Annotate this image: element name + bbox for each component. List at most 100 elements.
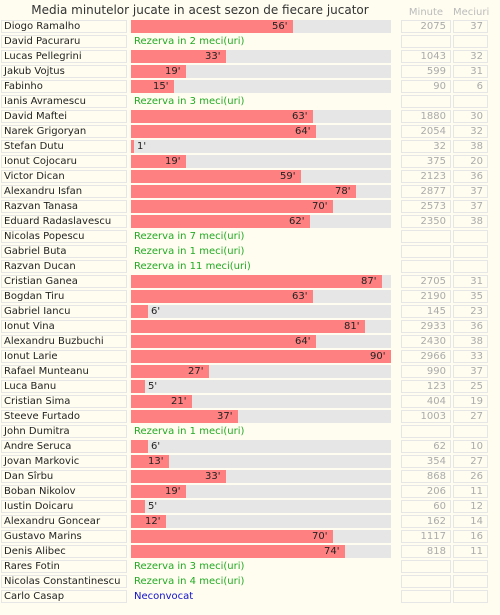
player-name: Denis Alibec	[1, 545, 127, 558]
avg-minutes-bar	[131, 215, 310, 228]
matches-cell	[453, 590, 488, 603]
minutes-cell	[401, 425, 451, 438]
bar-value-label: 62'	[289, 216, 305, 227]
matches-cell	[453, 425, 488, 438]
table-row: Luca Banu 123 25 5'	[0, 379, 500, 394]
matches-cell	[453, 95, 488, 108]
bar-track: 19'	[131, 155, 391, 168]
bar-value-label: 56'	[272, 21, 288, 32]
table-row: Gabriel Iancu 145 23 6'	[0, 304, 500, 319]
player-name: Alexandru Isfan	[1, 185, 127, 198]
bar-value-label: 63'	[292, 291, 308, 302]
player-name: Narek Grigoryan	[1, 125, 127, 138]
bar-value-label: 21'	[171, 396, 187, 407]
table-row: Andre Seruca 62 10 6'	[0, 439, 500, 454]
matches-cell: 31	[453, 275, 488, 288]
matches-cell	[453, 260, 488, 273]
avg-minutes-bar	[131, 410, 238, 423]
matches-cell: 23	[453, 305, 488, 318]
minutes-cell	[401, 95, 451, 108]
avg-minutes-bar	[131, 50, 226, 63]
matches-cell: 32	[453, 50, 488, 63]
minutes-cell: 375	[401, 155, 451, 168]
avg-minutes-bar	[131, 350, 391, 363]
matches-cell: 37	[453, 185, 488, 198]
bar-value-label: 37'	[217, 411, 233, 422]
bar-value-label: 87'	[361, 276, 377, 287]
bar-track: 59'	[131, 170, 391, 183]
player-name: Lucas Pellegrini	[1, 50, 127, 63]
matches-cell: 10	[453, 440, 488, 453]
bar-value-label: 81'	[344, 321, 360, 332]
player-name: Diogo Ramalho	[1, 20, 127, 33]
minutes-cell: 1880	[401, 110, 451, 123]
player-name: Gabriel Buta	[1, 245, 127, 258]
player-name: Carlo Casap	[1, 590, 127, 603]
table-row: Ionut Larie 2966 33 90'	[0, 349, 500, 364]
avg-minutes-bar	[131, 275, 382, 288]
player-name: Alexandru Buzbuchi	[1, 335, 127, 348]
table-row: Jakub Vojtus 599 31 19'	[0, 64, 500, 79]
bar-value-label: 27'	[188, 366, 204, 377]
minutes-cell: 2933	[401, 320, 451, 333]
matches-cell: 32	[453, 125, 488, 138]
minutes-cell	[401, 35, 451, 48]
avg-minutes-bar	[131, 515, 166, 528]
matches-cell	[453, 575, 488, 588]
matches-cell: 27	[453, 410, 488, 423]
minutes-cell: 2966	[401, 350, 451, 363]
bar-value-label: 13'	[148, 456, 164, 467]
table-row: David Pacuraru Rezerva in 2 meci(uri)	[0, 34, 500, 49]
bar-track: 87'	[131, 275, 391, 288]
matches-cell: 35	[453, 290, 488, 303]
bar-track: 56'	[131, 20, 391, 33]
bar-value-label: 63'	[292, 111, 308, 122]
table-row: Narek Grigoryan 2054 32 64'	[0, 124, 500, 139]
minutes-cell: 2054	[401, 125, 451, 138]
bar-value-label: 6'	[151, 441, 161, 452]
matches-cell: 16	[453, 530, 488, 543]
minutes-cell: 1043	[401, 50, 451, 63]
bar-track: Rezerva in 7 meci(uri)	[131, 230, 391, 243]
table-row: John Dumitra Rezerva in 1 meci(uri)	[0, 424, 500, 439]
bar-track: 33'	[131, 50, 391, 63]
player-name: Boban Nikolov	[1, 485, 127, 498]
bar-value-label: 70'	[312, 201, 328, 212]
player-name: Bogdan Tiru	[1, 290, 127, 303]
bar-track: 70'	[131, 530, 391, 543]
avg-minutes-bar	[131, 440, 148, 453]
minutes-cell: 818	[401, 545, 451, 558]
minutes-cell: 2075	[401, 20, 451, 33]
bar-value-label: 19'	[165, 156, 181, 167]
table-row: Jovan Markovic 354 27 13'	[0, 454, 500, 469]
matches-cell	[453, 560, 488, 573]
bar-value-label: 5'	[148, 381, 158, 392]
table-row: Boban Nikolov 206 11 19'	[0, 484, 500, 499]
bar-value-label: 64'	[295, 336, 311, 347]
bar-value-label: 90'	[370, 351, 386, 362]
minutes-cell	[401, 230, 451, 243]
bar-track: Rezerva in 2 meci(uri)	[131, 35, 391, 48]
minutes-cell: 60	[401, 500, 451, 513]
table-row: Dan Sîrbu 868 26 33'	[0, 469, 500, 484]
table-row: Diogo Ramalho 2075 37 56'	[0, 19, 500, 34]
bar-track: Rezerva in 1 meci(uri)	[131, 425, 391, 438]
substitute-note: Rezerva in 11 meci(uri)	[134, 261, 251, 272]
player-name: Ionut Larie	[1, 350, 127, 363]
table-row: Fabinho 90 6 15'	[0, 79, 500, 94]
header-meciuri: Meciuri	[453, 7, 490, 18]
not-called-up-note: Neconvocat	[134, 591, 194, 602]
matches-cell: 38	[453, 335, 488, 348]
substitute-note: Rezerva in 3 meci(uri)	[134, 96, 245, 107]
player-name: Rares Fotin	[1, 560, 127, 573]
avg-minutes-bar	[131, 335, 316, 348]
substitute-note: Rezerva in 7 meci(uri)	[134, 231, 245, 242]
avg-minutes-bar	[131, 140, 134, 153]
table-row: Ionut Cojocaru 375 20 19'	[0, 154, 500, 169]
bar-track: 81'	[131, 320, 391, 333]
bar-track: 90'	[131, 350, 391, 363]
bar-track: Rezerva in 1 meci(uri)	[131, 245, 391, 258]
player-name: Ionut Cojocaru	[1, 155, 127, 168]
avg-minutes-bar	[131, 170, 301, 183]
avg-minutes-bar	[131, 470, 226, 483]
